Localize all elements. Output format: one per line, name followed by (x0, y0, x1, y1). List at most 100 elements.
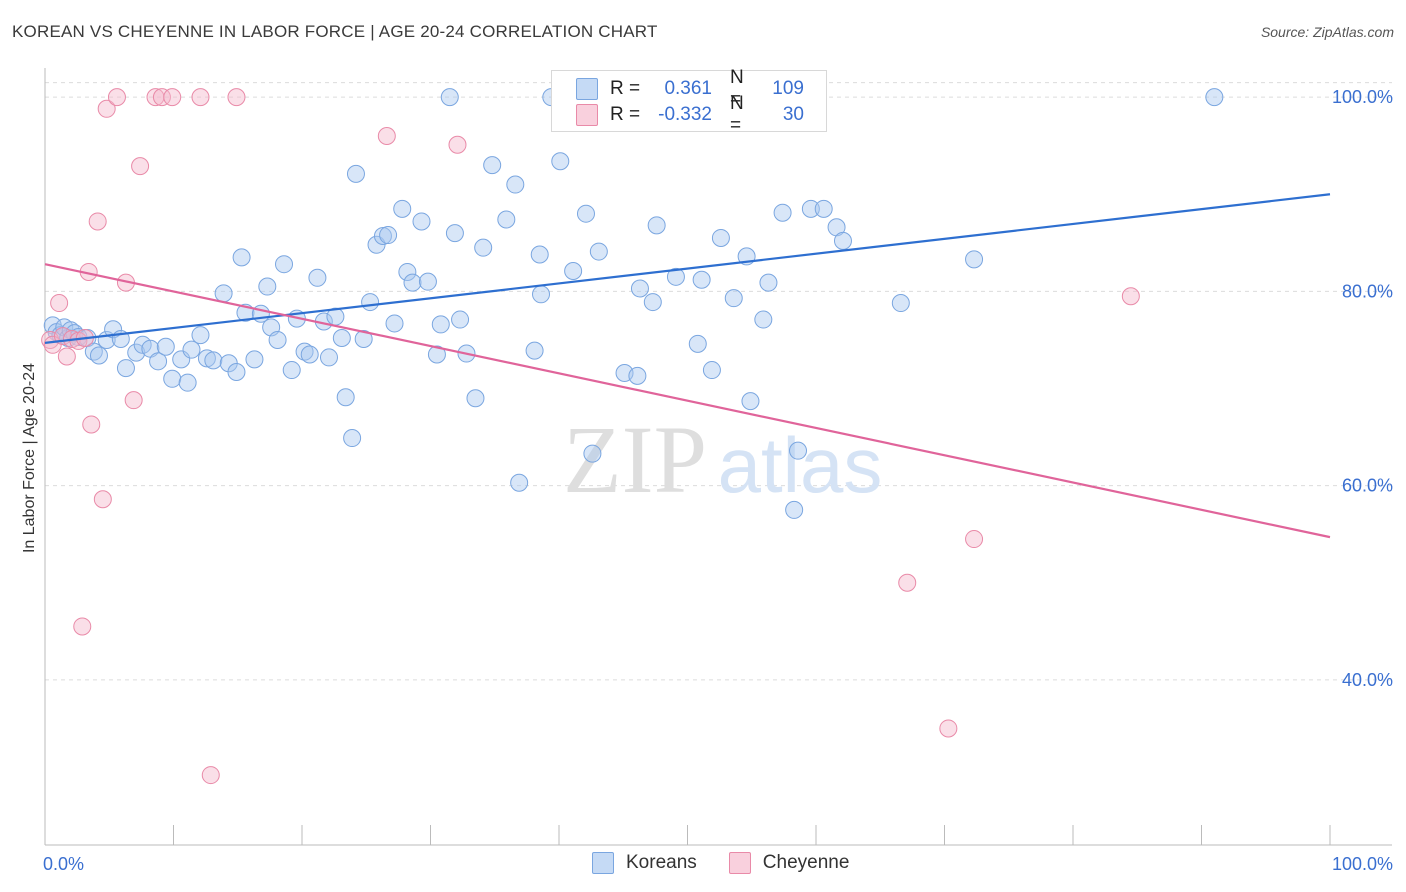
cheyenne-swatch (728, 852, 751, 874)
legend-row-cheyenne: R = -0.332 N = 30 (576, 93, 804, 136)
koreans-point (440, 88, 459, 107)
koreans-point (741, 392, 760, 411)
koreans-point (692, 270, 711, 289)
koreans-point (789, 441, 808, 460)
y-tick-label: 40.0% (1342, 670, 1393, 690)
cheyenne-point (227, 88, 246, 107)
koreans-point (451, 310, 470, 329)
koreans-point (412, 212, 431, 231)
koreans-point (232, 248, 251, 267)
koreans-point (346, 164, 365, 183)
r-label: R = (610, 78, 641, 99)
koreans-point (711, 228, 730, 247)
koreans-point (965, 250, 984, 269)
cheyenne-point (898, 573, 917, 592)
r-value: 0.361 (664, 78, 712, 99)
koreans-point (801, 199, 820, 218)
axes (44, 68, 1392, 846)
koreans-point (891, 294, 910, 313)
cheyenne-point (131, 157, 150, 176)
koreans-point (643, 293, 662, 312)
koreans-trend-line (44, 193, 1331, 344)
koreans-point (431, 315, 450, 334)
koreans-point (178, 373, 197, 392)
koreans-swatch (576, 78, 598, 100)
cheyenne-point (448, 135, 467, 154)
koreans-point (336, 388, 355, 407)
watermark-zip: ZIP (563, 406, 707, 513)
koreans-point (258, 277, 277, 296)
koreans-point (583, 444, 602, 463)
cheyenne-point (124, 391, 143, 410)
koreans-point (191, 326, 210, 345)
koreans-point (214, 284, 233, 303)
koreans-point (418, 272, 437, 291)
koreans-point (647, 216, 666, 235)
n-value: 30 (782, 104, 804, 125)
koreans-point (785, 500, 804, 519)
koreans-point (332, 329, 351, 348)
koreans-point (227, 363, 246, 382)
cheyenne-point (73, 617, 92, 636)
koreans-point (361, 293, 380, 312)
koreans-point (182, 340, 201, 359)
koreans-point (379, 226, 398, 245)
koreans-point (116, 359, 135, 378)
cheyenne-point (57, 347, 76, 366)
koreans-point (628, 366, 647, 385)
koreans-point (245, 350, 264, 369)
cheyenne-point (97, 99, 116, 118)
grid-lines (45, 82, 1392, 681)
koreans-point (833, 231, 852, 250)
koreans-point (354, 329, 373, 348)
cheyenne-point (152, 88, 171, 107)
x-tick-label: 0.0% (43, 854, 84, 874)
y-axis-label: In Labor Force | Age 20-24 (21, 363, 38, 553)
koreans-point (510, 473, 529, 492)
koreans-point (814, 199, 833, 218)
cheyenne-point (88, 212, 107, 231)
r-label: R = (610, 104, 641, 125)
source-label: Source: ZipAtlas.com (1260, 24, 1394, 40)
n-label: N = (730, 93, 744, 136)
koreans-point (666, 267, 685, 286)
koreans-point (525, 341, 544, 360)
chart-title: KOREAN VS CHEYENNE IN LABOR FORCE | AGE … (12, 22, 658, 41)
koreans-point (754, 310, 773, 329)
koreans-point (197, 349, 216, 368)
cheyenne-point (939, 719, 958, 738)
n-label: N = (730, 67, 744, 110)
koreans-point (474, 238, 493, 257)
koreans-point (149, 352, 168, 371)
series-legend: Koreans Cheyenne (592, 852, 881, 874)
y-tick-label: 60.0% (1342, 476, 1393, 496)
koreans-point (343, 429, 362, 448)
koreans-point (282, 361, 301, 380)
cheyenne-point (107, 88, 126, 107)
legend-item-cheyenne[interactable]: Cheyenne (728, 852, 849, 874)
koreans-point (308, 268, 327, 287)
cheyenne-point (377, 126, 396, 145)
koreans-point (403, 273, 422, 292)
data-points (41, 88, 1224, 785)
koreans-point (759, 273, 778, 292)
koreans-point (688, 334, 707, 353)
trend-lines (44, 193, 1331, 539)
koreans-point (532, 285, 551, 304)
koreans-point (385, 314, 404, 333)
legend-item-koreans[interactable]: Koreans (592, 852, 697, 874)
cheyenne-point (82, 415, 101, 434)
koreans-point (445, 224, 464, 243)
koreans-point (300, 345, 319, 364)
cheyenne-point (50, 294, 69, 313)
tick-labels: 40.0% 60.0% 80.0% 100.0% 0.0% 100.0% (43, 87, 1393, 874)
cheyenne-point (191, 88, 210, 107)
legend-label: Koreans (626, 852, 697, 873)
x-tick-label: 100.0% (1332, 854, 1393, 874)
watermark-atlas: atlas (718, 421, 883, 509)
cheyenne-point (93, 490, 112, 509)
correlation-legend: R = 0.361 N = 109 R = -0.332 N = 30 (551, 67, 827, 136)
koreans-point (156, 337, 175, 356)
koreans-point (497, 210, 516, 229)
